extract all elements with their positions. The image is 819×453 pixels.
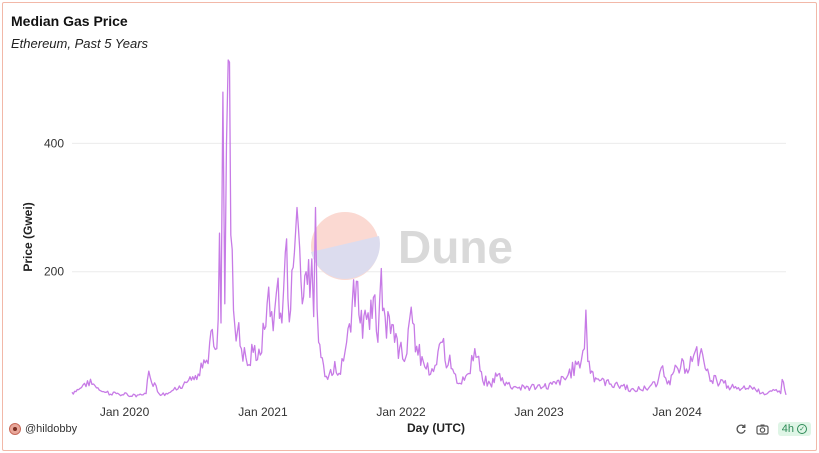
x-axis-label: Day (UTC) [407,421,465,435]
y-tick-label: 200 [44,265,64,279]
refresh-badge[interactable]: 4h ✓ [777,422,811,436]
avatar [9,423,21,435]
watermark-logo-bottom [311,236,380,279]
x-tick-label: Jan 2022 [376,405,426,419]
x-tick-label: Jan 2024 [652,405,702,419]
camera-icon[interactable] [756,422,770,436]
chart-title: Median Gas Price [11,13,128,29]
refresh-icon[interactable] [734,422,748,436]
y-tick-label: 400 [44,136,64,150]
author-link[interactable]: @hildobby [9,423,77,435]
check-icon: ✓ [797,424,807,434]
y-axis-label: Price (Gwei) [21,202,35,271]
series-line-0 [71,59,787,398]
x-tick-label: Jan 2020 [100,405,150,419]
x-tick-label: Jan 2021 [238,405,288,419]
chart-subtitle: Ethereum, Past 5 Years [11,36,149,51]
footer-tools: 4h ✓ [734,422,811,436]
author-name: @hildobby [25,423,78,435]
watermark-text: Dune [398,221,513,273]
refresh-interval: 4h [781,423,794,435]
x-tick-label: Jan 2023 [514,405,564,419]
